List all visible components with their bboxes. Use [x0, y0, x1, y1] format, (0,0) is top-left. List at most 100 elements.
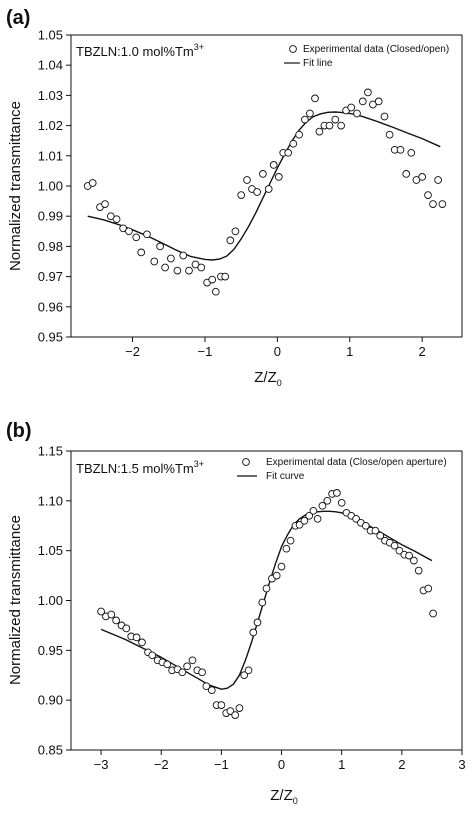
panel-a-xtick-label: −2	[125, 344, 140, 359]
panel-a-legend-label-points: Experimental data (Closed/open)	[303, 44, 449, 55]
panel-b-data-point	[376, 531, 385, 540]
panel-a-ticks: −2 −1 0 1 2 0.95 0.96 0.97 0.98 0.99 1.00 1.01 1.02 1…	[38, 28, 426, 360]
panel-b-data-point	[148, 651, 157, 660]
panel-b-data-point	[258, 598, 267, 607]
panel-b-data-point	[226, 707, 235, 715]
panel-a-data-point	[369, 100, 377, 109]
panel-a-data-point	[264, 185, 273, 193]
panel-b-legend-label-points: Experimental data (Close/open aperture)	[266, 457, 447, 468]
panel-a-data-point	[347, 103, 356, 112]
panel-b-annotation-main: TBZLN:1.5 mol%Tm	[76, 461, 194, 476]
panel-a-data-point	[331, 115, 340, 124]
panel-a-label: (a)	[6, 7, 30, 29]
panel-b-ytick-label: 1.05	[38, 543, 63, 558]
panel-a-data-point	[150, 257, 159, 266]
panel-b-data-point	[231, 711, 240, 719]
panel-b-data-point	[405, 551, 413, 560]
panel-a-data-point	[259, 170, 267, 178]
panel-a-xlabel-subscript: 0	[277, 378, 282, 388]
panel-a-data-point	[269, 161, 278, 169]
panel-b-data-point	[97, 607, 105, 616]
panel-b-xtick-label: −3	[94, 757, 109, 772]
panel-b-data-point	[371, 526, 380, 535]
panel-a-data-point	[407, 148, 416, 157]
panel-a-data-point	[243, 176, 251, 184]
panel-a-scatter-points	[83, 88, 447, 296]
panel-a-ytick-label: 1.00	[38, 179, 63, 194]
panel-a: (a) −2 −1 0 1 2 0.95 0.96 0.97 0.98 0.99 1.00 1.01 1…	[6, 7, 463, 388]
panel-a-data-point	[289, 139, 298, 148]
panel-a-data-point	[364, 88, 372, 97]
panel-a-ylabel: Normalized transmittance	[7, 101, 24, 271]
panel-a-data-point	[284, 148, 293, 157]
panel-a-data-point	[137, 248, 146, 257]
panel-b-xlabel-subscript: 0	[293, 796, 298, 806]
panel-b-data-point	[107, 610, 116, 619]
panel-a-data-point	[88, 179, 97, 187]
panel-a-ytick-label: 1.04	[38, 58, 63, 73]
panel-a-data-point	[132, 233, 141, 242]
panel-a-data-point	[143, 230, 151, 239]
panel-b-ytick-label: 0.95	[38, 643, 63, 658]
panel-b-data-point	[132, 633, 141, 642]
panel-b-data-point	[138, 638, 146, 647]
panel-a-data-point	[179, 251, 188, 260]
panel-a-xlabel: Z/Z0	[254, 369, 282, 388]
panel-b-annotation: TBZLN:1.5 mol%Tm3+	[76, 459, 204, 476]
panel-a-xtick-label: 2	[419, 344, 426, 359]
panel-b-ytick-label: 1.15	[38, 444, 63, 459]
panel-b-data-point	[286, 536, 295, 545]
panel-b-xlabel-main: Z/Z	[270, 787, 293, 804]
panel-b-scatter-points	[97, 489, 437, 719]
panel-a-data-point	[112, 215, 121, 224]
panel-b-data-point	[262, 584, 271, 593]
panel-b-xtick-label: −1	[214, 757, 229, 772]
panel-a-ytick-label: 0.95	[38, 330, 63, 345]
panel-a-ytick-label: 0.97	[38, 269, 63, 284]
panel-a-ytick-label: 0.96	[38, 299, 63, 314]
panel-a-ytick-label: 1.02	[38, 118, 63, 133]
panel-b-xtick-label: 3	[458, 757, 465, 772]
panel-a-data-point	[337, 121, 345, 130]
panel-b-data-point	[272, 571, 281, 580]
panel-a-annotation-superscript: 3+	[194, 42, 204, 52]
panel-a-data-point	[402, 170, 411, 178]
panel-b-data-point	[424, 584, 433, 593]
panel-b-data-point	[318, 501, 327, 510]
panel-a-data-point	[429, 200, 437, 208]
panel-b-data-point	[414, 566, 423, 575]
panel-b-data-point	[207, 686, 216, 695]
panel-a-data-point	[231, 227, 240, 236]
panel-a-ytick-label: 1.03	[38, 88, 63, 103]
panel-a-data-point	[438, 200, 447, 208]
panel-b-ytick-label: 0.90	[38, 693, 63, 708]
panel-b-label: (b)	[6, 420, 32, 442]
panel-a-data-point	[125, 227, 133, 236]
panel-a-ytick-label: 1.01	[38, 148, 63, 163]
panel-b-data-point	[410, 556, 418, 565]
panel-a-data-point	[325, 121, 334, 130]
panel-a-data-point	[418, 173, 427, 181]
panel-a-data-point	[274, 173, 283, 181]
panel-a-data-point	[301, 115, 309, 124]
panel-a-data-point	[374, 97, 383, 106]
panel-a-data-point	[253, 188, 261, 196]
panel-a-ytick-label: 0.98	[38, 239, 63, 254]
panel-b-data-point	[429, 609, 437, 618]
panel-a-data-point	[173, 266, 182, 275]
panel-a-data-point	[434, 176, 442, 184]
panel-a-legend-label-line: Fit line	[303, 58, 333, 69]
panel-a-data-point	[306, 109, 314, 118]
panel-b-data-point	[235, 704, 244, 712]
panel-a-data-point	[358, 97, 367, 106]
panel-b-data-point	[249, 628, 258, 637]
panel-b-data-point	[352, 514, 360, 523]
panel-a-data-point	[197, 263, 206, 272]
panel-b-legend-marker-points	[242, 458, 250, 466]
panel-b-legend: Experimental data (Close/open aperture) …	[237, 457, 447, 482]
panel-b-xtick-label: −2	[154, 757, 169, 772]
panel-a-xtick-label: 0	[274, 344, 281, 359]
panel-a-data-point	[412, 176, 421, 184]
panel-a-data-point	[311, 94, 319, 103]
panel-b-ytick-label: 1.00	[38, 593, 63, 608]
